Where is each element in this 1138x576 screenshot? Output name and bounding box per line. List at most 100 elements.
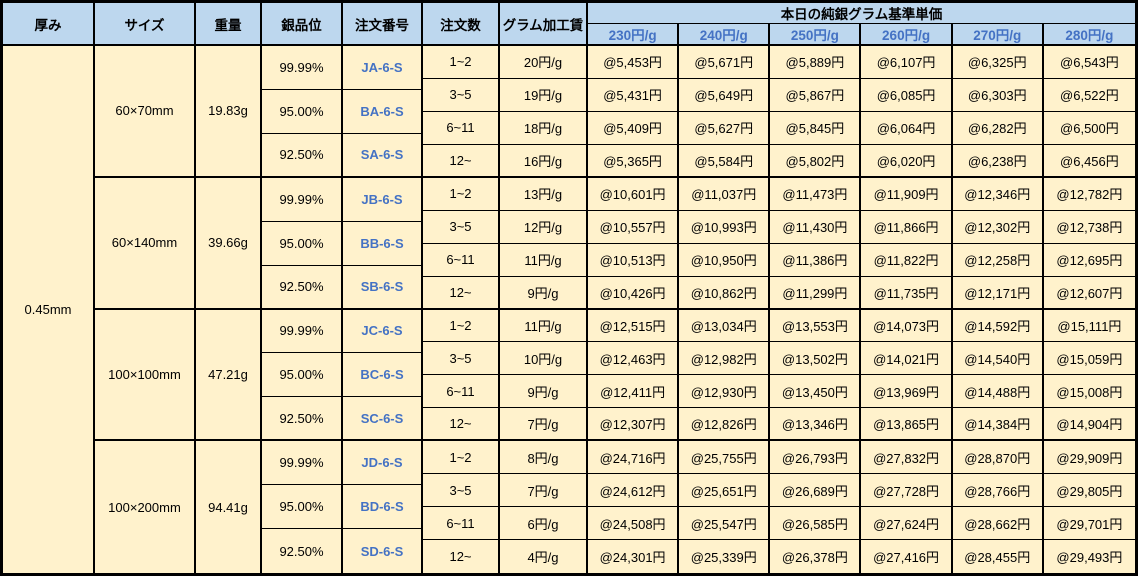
price-cell: @29,805円 bbox=[1043, 474, 1135, 508]
fee-cell: 9円/g bbox=[500, 375, 588, 409]
qty-cell: 12~ bbox=[423, 408, 500, 442]
price-cell: @5,889円 bbox=[770, 46, 862, 79]
price-cell: @5,671円 bbox=[679, 46, 771, 79]
price-cell: @6,282円 bbox=[952, 111, 1044, 145]
order-number-link[interactable]: JC-6-S bbox=[343, 309, 423, 354]
fee-cell: 10円/g bbox=[500, 342, 588, 376]
price-cell: @13,865円 bbox=[861, 408, 953, 442]
purity-cell: 95.00% bbox=[262, 353, 343, 398]
price-cell: @15,008円 bbox=[1043, 375, 1135, 409]
fee-cell: 9円/g bbox=[500, 276, 588, 310]
purity-cell: 95.00% bbox=[262, 485, 343, 530]
purity-cell: 95.00% bbox=[262, 221, 343, 266]
col-header-order-qty: 注文数 bbox=[423, 3, 500, 46]
order-number-link[interactable]: BD-6-S bbox=[343, 485, 423, 530]
price-cell: @12,607円 bbox=[1043, 276, 1135, 310]
price-cell: @11,822円 bbox=[861, 243, 953, 277]
weight-cell: 39.66g bbox=[196, 177, 262, 310]
price-cell: @12,515円 bbox=[588, 309, 680, 343]
price-col-header-240: 240円/g bbox=[679, 24, 771, 46]
order-number-link[interactable]: SC-6-S bbox=[343, 397, 423, 442]
fee-cell: 7円/g bbox=[500, 474, 588, 508]
price-cell: @6,107円 bbox=[861, 46, 953, 79]
fee-cell: 12円/g bbox=[500, 210, 588, 244]
price-cell: @12,826円 bbox=[679, 408, 771, 442]
price-cell: @12,782円 bbox=[1043, 177, 1135, 211]
purity-cell: 99.99% bbox=[262, 46, 343, 90]
weight-cell: 47.21g bbox=[196, 309, 262, 442]
order-number-link[interactable]: JA-6-S bbox=[343, 46, 423, 90]
purity-cell: 99.99% bbox=[262, 309, 343, 354]
price-cell: @11,430円 bbox=[770, 210, 862, 244]
qty-cell: 6~11 bbox=[423, 243, 500, 277]
price-cell: @12,346円 bbox=[952, 177, 1044, 211]
price-cell: @6,303円 bbox=[952, 78, 1044, 112]
price-cell: @14,384円 bbox=[952, 408, 1044, 442]
price-cell: @26,689円 bbox=[770, 474, 862, 508]
order-number-link[interactable]: SA-6-S bbox=[343, 133, 423, 178]
order-number-link[interactable]: BC-6-S bbox=[343, 353, 423, 398]
price-cell: @14,540円 bbox=[952, 342, 1044, 376]
price-cell: @10,557円 bbox=[588, 210, 680, 244]
order-number-link[interactable]: SD-6-S bbox=[343, 529, 423, 573]
fee-cell: 4円/g bbox=[500, 540, 588, 573]
price-cell: @27,624円 bbox=[861, 507, 953, 541]
price-cell: @5,409円 bbox=[588, 111, 680, 145]
price-cell: @12,302円 bbox=[952, 210, 1044, 244]
price-cell: @25,651円 bbox=[679, 474, 771, 508]
fee-cell: 20円/g bbox=[500, 46, 588, 79]
qty-cell: 3~5 bbox=[423, 210, 500, 244]
fee-cell: 6円/g bbox=[500, 507, 588, 541]
price-cell: @11,909円 bbox=[861, 177, 953, 211]
purity-cell: 99.99% bbox=[262, 177, 343, 222]
price-cell: @25,547円 bbox=[679, 507, 771, 541]
price-cell: @12,307円 bbox=[588, 408, 680, 442]
price-cell: @14,021円 bbox=[861, 342, 953, 376]
price-cell: @14,592円 bbox=[952, 309, 1044, 343]
price-cell: @13,346円 bbox=[770, 408, 862, 442]
price-col-header-270: 270円/g bbox=[952, 24, 1044, 46]
price-cell: @13,450円 bbox=[770, 375, 862, 409]
order-number-link[interactable]: SB-6-S bbox=[343, 265, 423, 310]
price-cell: @12,171円 bbox=[952, 276, 1044, 310]
size-cell: 100×200mm bbox=[95, 441, 196, 573]
price-cell: @5,845円 bbox=[770, 111, 862, 145]
purity-cell: 92.50% bbox=[262, 529, 343, 573]
order-number-link[interactable]: JB-6-S bbox=[343, 177, 423, 222]
qty-cell: 3~5 bbox=[423, 78, 500, 112]
order-number-link[interactable]: JD-6-S bbox=[343, 441, 423, 486]
price-cell: @6,325円 bbox=[952, 46, 1044, 79]
price-cell: @10,862円 bbox=[679, 276, 771, 310]
purity-cell: 92.50% bbox=[262, 397, 343, 442]
price-cell: @29,909円 bbox=[1043, 441, 1135, 475]
price-cell: @13,034円 bbox=[679, 309, 771, 343]
col-header-size: サイズ bbox=[95, 3, 196, 46]
price-cell: @27,416円 bbox=[861, 540, 953, 573]
price-cell: @6,085円 bbox=[861, 78, 953, 112]
price-cell: @15,111円 bbox=[1043, 309, 1135, 343]
purity-cell: 92.50% bbox=[262, 265, 343, 310]
qty-cell: 3~5 bbox=[423, 474, 500, 508]
price-cell: @25,755円 bbox=[679, 441, 771, 475]
col-header-order-no: 注文番号 bbox=[343, 3, 423, 46]
order-number-link[interactable]: BA-6-S bbox=[343, 89, 423, 134]
size-cell: 100×100mm bbox=[95, 309, 196, 442]
price-cell: @24,508円 bbox=[588, 507, 680, 541]
price-cell: @11,299円 bbox=[770, 276, 862, 310]
size-cell: 60×70mm bbox=[95, 46, 196, 178]
col-header-fee: グラム加工賃 bbox=[500, 3, 588, 46]
order-number-link[interactable]: BB-6-S bbox=[343, 221, 423, 266]
fee-cell: 8円/g bbox=[500, 441, 588, 475]
price-cell: @12,411円 bbox=[588, 375, 680, 409]
price-cell: @26,585円 bbox=[770, 507, 862, 541]
size-cell: 60×140mm bbox=[95, 177, 196, 310]
price-cell: @5,365円 bbox=[588, 144, 680, 178]
price-cell: @29,701円 bbox=[1043, 507, 1135, 541]
price-cell: @26,793円 bbox=[770, 441, 862, 475]
col-header-weight: 重量 bbox=[196, 3, 262, 46]
price-cell: @14,904円 bbox=[1043, 408, 1135, 442]
price-cell: @11,473円 bbox=[770, 177, 862, 211]
price-cell: @24,612円 bbox=[588, 474, 680, 508]
price-cell: @14,488円 bbox=[952, 375, 1044, 409]
